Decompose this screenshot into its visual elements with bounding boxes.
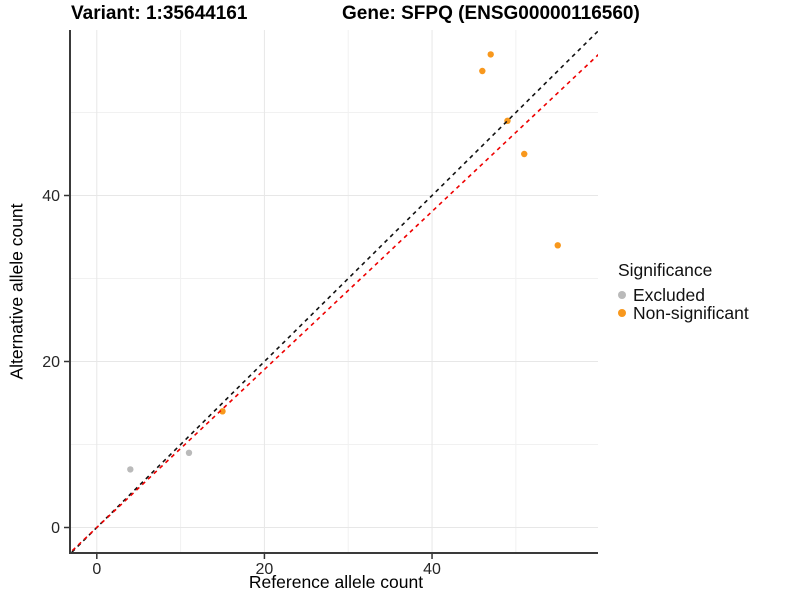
y-tick-label: 20 <box>42 354 60 371</box>
legend: Significance Excluded Non-significant <box>618 260 749 322</box>
y-tick-label: 0 <box>51 520 60 537</box>
expected-ratio-line <box>70 53 598 553</box>
legend-item-label: Excluded <box>633 285 705 305</box>
legend-title: Significance <box>618 260 713 280</box>
non-significant-swatch-icon <box>618 309 626 317</box>
legend-item-excluded: Excluded <box>618 286 749 304</box>
legend-item-label: Non-significant <box>633 303 749 323</box>
data-point-excluded <box>185 449 193 456</box>
identity-line <box>70 30 598 553</box>
x-tick-label: 0 <box>92 561 101 578</box>
x-tick-label: 20 <box>256 561 274 578</box>
data-point-non-significant <box>219 408 226 415</box>
legend-item-non-significant: Non-significant <box>618 304 749 322</box>
y-tick-label: 40 <box>42 188 60 205</box>
excluded-swatch-icon <box>618 291 626 299</box>
y-axis-label: Alternative allele count <box>6 203 27 380</box>
x-axis-label: Reference allele count <box>248 572 424 592</box>
data-point-non-significant <box>487 51 494 58</box>
data-point-excluded <box>127 466 134 473</box>
data-point-non-significant <box>479 67 486 75</box>
gene-title: Gene: SFPQ (ENSG00000116560) <box>342 3 640 24</box>
data-point-non-significant <box>554 242 561 249</box>
variant-title: Variant: 1:35644161 <box>71 3 248 24</box>
data-point-non-significant <box>521 150 528 158</box>
x-tick-label: 40 <box>423 561 441 578</box>
